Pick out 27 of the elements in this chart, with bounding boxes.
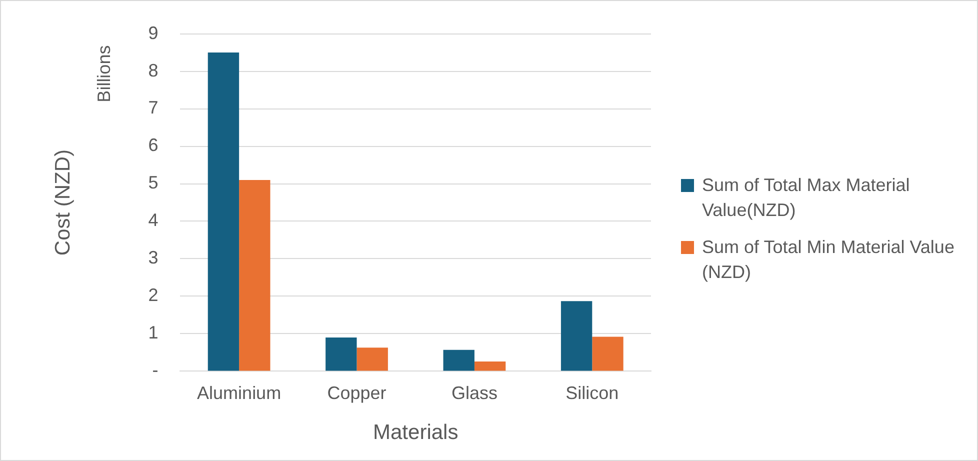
y-tick-label: 5 — [148, 172, 158, 193]
x-tick-label: Glass — [451, 382, 498, 403]
y-tick-label: 7 — [148, 98, 158, 118]
bar — [560, 301, 592, 371]
legend-label: Sum of Total Max Material Value(NZD) — [702, 174, 911, 222]
bar — [208, 52, 240, 371]
x-axis-title: Materials — [373, 421, 458, 444]
y-tick-label: 6 — [148, 135, 158, 156]
y-tick-label: 1 — [148, 322, 158, 343]
bar — [474, 361, 506, 371]
x-tick-label: Copper — [327, 382, 386, 403]
bar — [443, 350, 474, 371]
y-tick-label: 9 — [148, 22, 158, 43]
bar — [239, 180, 270, 371]
bar — [356, 348, 388, 371]
y-tick-label: 8 — [148, 60, 158, 80]
y-tick-label: - — [152, 360, 158, 380]
y-tick-label: 3 — [148, 248, 158, 268]
text: Billions — [94, 45, 114, 102]
bar — [592, 336, 624, 371]
y-axis-title: Cost (NZD) — [51, 149, 74, 256]
y-tick-label: 2 — [148, 285, 158, 306]
x-tick-label: Aluminium — [197, 382, 282, 403]
x-tick-label: Silicon — [566, 382, 619, 403]
legend-label: Sum of Total Min Material Value (NZD) — [702, 236, 956, 284]
y-tick-label: 4 — [148, 210, 158, 230]
bar — [326, 337, 357, 371]
